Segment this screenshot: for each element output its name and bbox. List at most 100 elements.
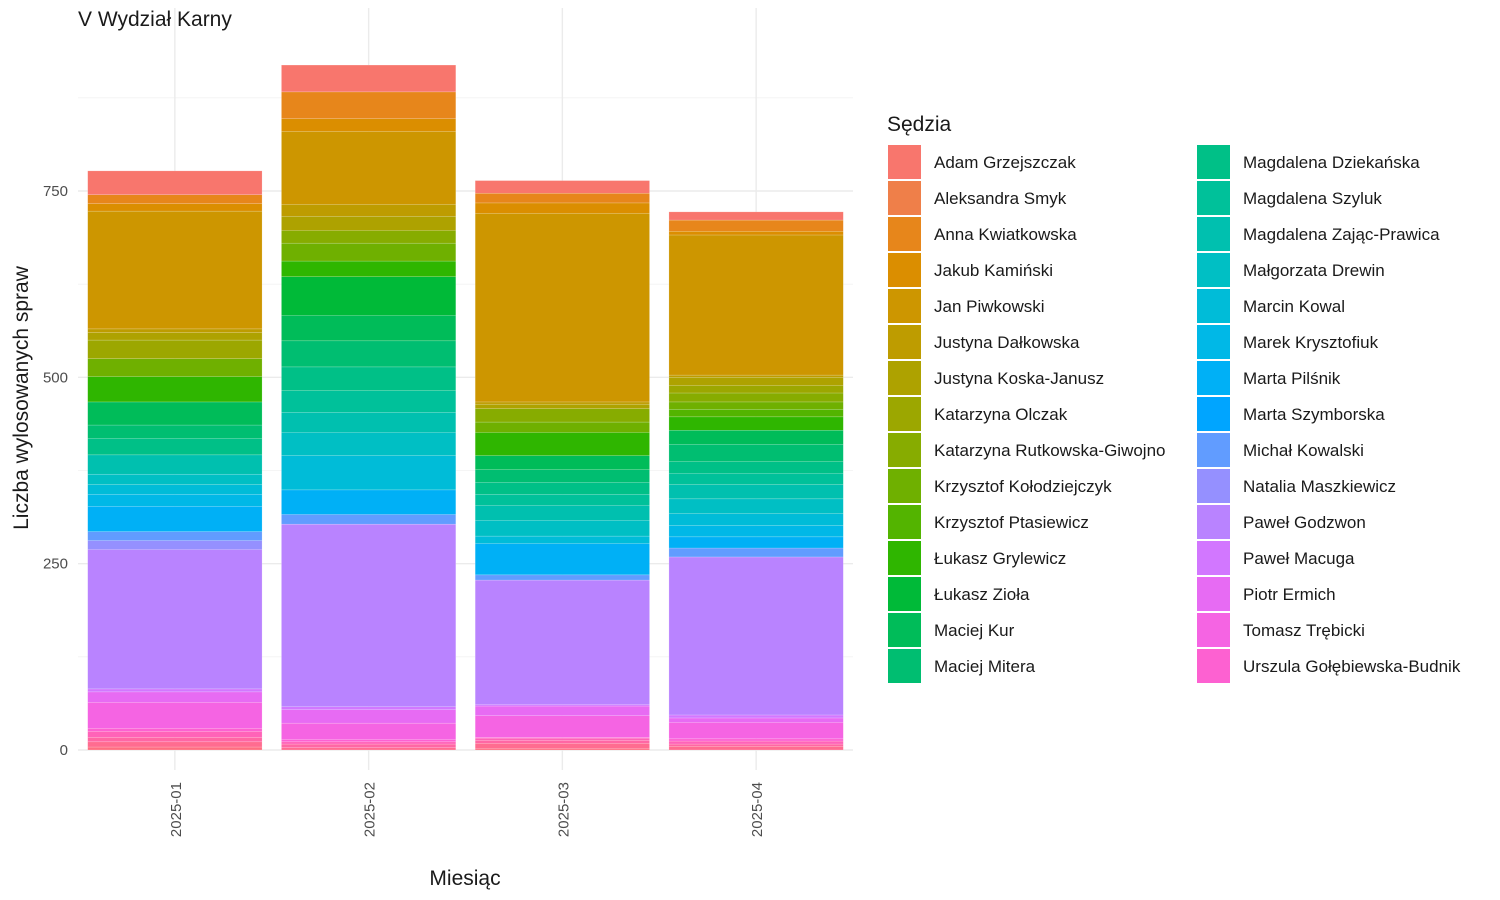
bar-segment [668,484,844,500]
bar-segment [668,722,844,740]
bar-segment [87,549,263,690]
legend-item: Łukasz Grylewicz [888,541,1066,575]
bar-segment [87,332,263,341]
legend-swatch [1197,289,1230,323]
bar-segment [87,194,263,204]
bar-segment [281,390,457,413]
x-tick-label: 2025-04 [749,782,766,837]
legend-label: Małgorzata Drewin [1243,261,1385,280]
bar-segment [281,91,457,119]
bar-segment [87,473,263,485]
bar-segment [281,455,457,491]
bar-segment [474,421,650,433]
bar-segment [281,315,457,342]
legend-item: Justyna Dałkowska [888,325,1080,359]
legend-swatch [888,145,921,179]
bar-segment [668,377,844,386]
x-tick-label: 2025-01 [168,782,185,837]
legend-swatch [1197,649,1230,683]
legend-label: Michał Kowalski [1243,441,1364,460]
x-axis-title: Miesiąc [429,867,500,890]
y-tick-label: 250 [43,556,68,573]
legend-item: Urszula Gołębiewska-Budnik [1197,649,1461,683]
legend-swatch [888,253,921,287]
legend-swatch [888,649,921,683]
bar-segment [87,737,263,743]
bar-segment [281,432,457,456]
legend-label: Piotr Ermich [1243,585,1336,604]
bar-segment [474,737,650,741]
legend-label: Anna Kwiatkowska [934,225,1077,244]
legend-item: Maciej Mitera [888,649,1036,683]
chart-title: V Wydział Karny [78,8,232,31]
legend-swatch [1197,577,1230,611]
legend-swatch [888,217,921,251]
legend-item: Paweł Macuga [1197,541,1355,575]
legend-item: Magdalena Szyluk [1197,181,1382,215]
legend-swatch [888,541,921,575]
legend-item: Michał Kowalski [1197,433,1364,467]
bar-segment [87,203,263,212]
bar-segment [87,438,263,456]
bar-segment [281,204,457,217]
bar-segment [281,118,457,132]
legend-label: Justyna Dałkowska [934,333,1080,352]
x-tick-label: 2025-02 [362,782,379,837]
bar-segment [281,706,457,711]
bar-segment [668,746,844,751]
bars [87,64,844,751]
bar-segment [668,416,844,431]
legend-swatch [1197,541,1230,575]
bar-segment [668,430,844,445]
y-tick-label: 0 [60,742,68,759]
bar-segment [668,211,844,221]
bar-segment [474,180,650,194]
bar-segment [281,412,457,433]
axes: 0 250 500 750 2025-01 2025-02 2025-03 2025-04 [43,183,766,837]
bar-segment [474,520,650,537]
bar-segment [281,131,457,205]
legend-swatch [1197,397,1230,431]
legend-swatch [1197,145,1230,179]
bar-segment [87,691,263,703]
x-tick-label: 2025-03 [555,782,572,837]
legend-label: Marta Pilśnik [1243,369,1341,388]
bar-segment [87,339,263,359]
bar-segment [474,408,650,423]
bar-segment [474,403,650,409]
bar-segment [668,401,844,410]
legend-swatch [888,361,921,395]
bar-segment [281,276,457,316]
bar-segment [668,219,844,232]
legend-title: Sędzia [887,113,952,136]
legend-label: Krzysztof Ptasiewicz [934,513,1089,532]
legend-item: Marcin Kowal [1197,289,1345,323]
legend-label: Jan Piwkowski [934,297,1045,316]
legend-swatch [888,505,921,539]
legend-item: Katarzyna Rutkowska-Giwojno [888,433,1165,467]
legend-item: Marek Krysztofiuk [1197,325,1379,359]
legend-swatch [1197,361,1230,395]
legend-swatch [1197,613,1230,647]
legend-swatch [888,325,921,359]
bar-segment [87,746,263,751]
bar-segment [87,328,263,333]
legend-label: Maciej Kur [934,621,1015,640]
legend-label: Aleksandra Smyk [934,189,1067,208]
legend-label: Katarzyna Rutkowska-Giwojno [934,441,1165,460]
y-tick-label: 500 [43,369,68,386]
legend-item: Krzysztof Kołodziejczyk [888,469,1112,503]
legend-label: Marcin Kowal [1243,297,1345,316]
bar-segment [668,498,844,514]
bar-segment [87,531,263,541]
legend-item: Magdalena Dziekańska [1197,145,1420,179]
legend-swatch [1197,505,1230,539]
bar-segment [281,230,457,244]
bar-segment [87,454,263,475]
legend-item: Adam Grzejszczak [888,145,1076,179]
bar-segment [281,366,457,391]
legend-item: Łukasz Zioła [888,577,1030,611]
legend-label: Katarzyna Olczak [934,405,1068,424]
bar-segment [474,579,650,705]
